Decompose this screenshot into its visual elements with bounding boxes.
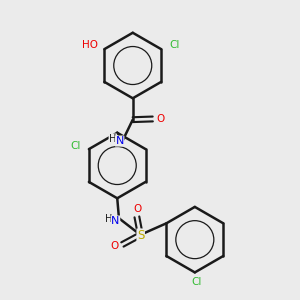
Text: Cl: Cl [169, 40, 179, 50]
Text: Cl: Cl [70, 141, 80, 151]
Text: N: N [116, 136, 124, 146]
Text: N: N [111, 216, 120, 226]
Text: O: O [134, 204, 142, 214]
Text: HO: HO [82, 40, 98, 50]
Text: H: H [109, 134, 116, 144]
Text: O: O [111, 241, 119, 251]
Text: H: H [105, 214, 112, 224]
Text: S: S [137, 229, 144, 242]
Text: O: O [156, 114, 164, 124]
Text: Cl: Cl [191, 277, 202, 287]
